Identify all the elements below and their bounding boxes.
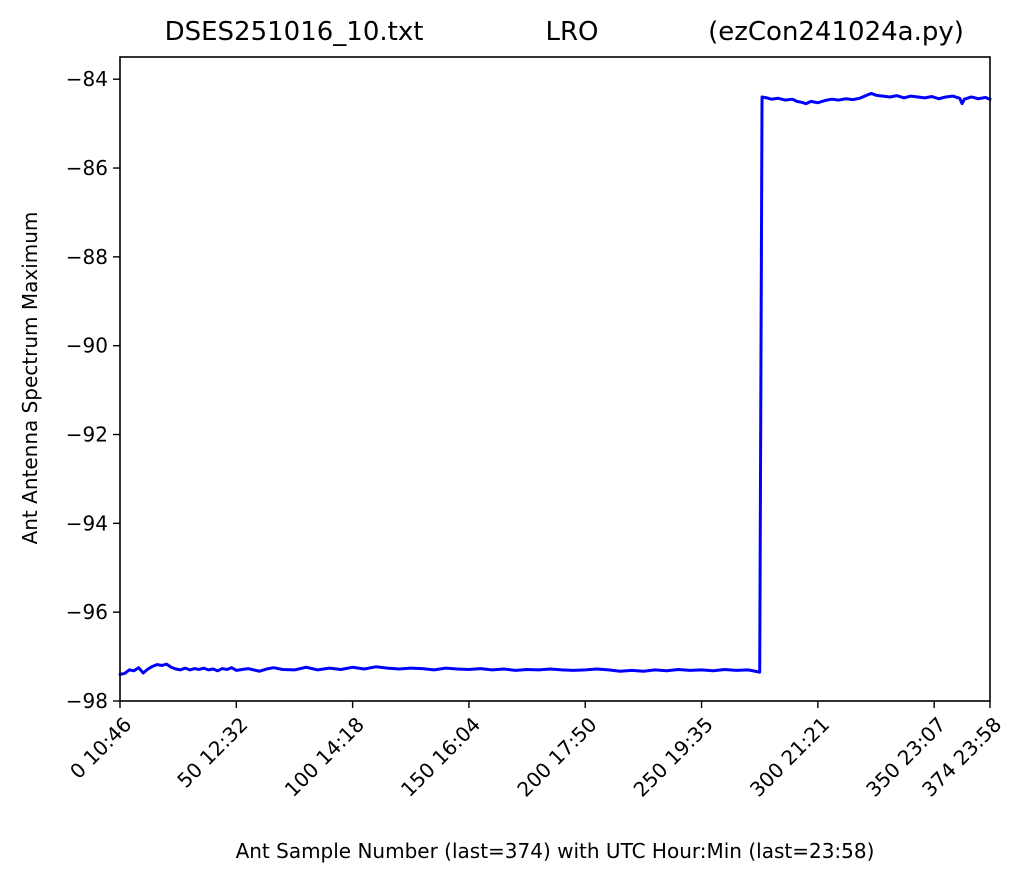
y-tick-label: −94: [66, 511, 108, 535]
x-tick-label: 100 14:18: [280, 712, 369, 801]
plot-frame: [119, 56, 991, 702]
x-tick-label: 150 16:04: [396, 712, 485, 801]
series-layer: [118, 91, 992, 676]
y-tick-label: −86: [66, 156, 108, 180]
x-tick-label: 50 12:32: [172, 712, 252, 792]
x-tick-label: 200 17:50: [512, 712, 601, 801]
series-line-0: [118, 91, 992, 676]
chart-title-right: (ezCon241024a.py): [708, 17, 964, 47]
y-axis-label: Ant Antenna Spectrum Maximum: [18, 212, 42, 545]
y-tick-label: −98: [66, 689, 108, 713]
y-tick-label: −96: [66, 600, 108, 624]
x-axis-label: Ant Sample Number (last=374) with UTC Ho…: [236, 839, 875, 863]
chart-title-center: LRO: [545, 17, 598, 47]
x-tick-label: 250 19:35: [629, 712, 718, 801]
x-tick-label: 0 10:46: [65, 712, 136, 783]
chart-title-left: DSES251016_10.txt: [165, 17, 424, 47]
y-tick-label: −92: [66, 423, 108, 447]
x-tick-label: 300 21:21: [745, 712, 834, 801]
plot-background: [120, 57, 990, 701]
plot-area: [120, 57, 990, 701]
y-tick-label: −88: [66, 245, 108, 269]
y-tick-label: −84: [66, 67, 108, 91]
y-tick-label: −90: [66, 334, 108, 358]
